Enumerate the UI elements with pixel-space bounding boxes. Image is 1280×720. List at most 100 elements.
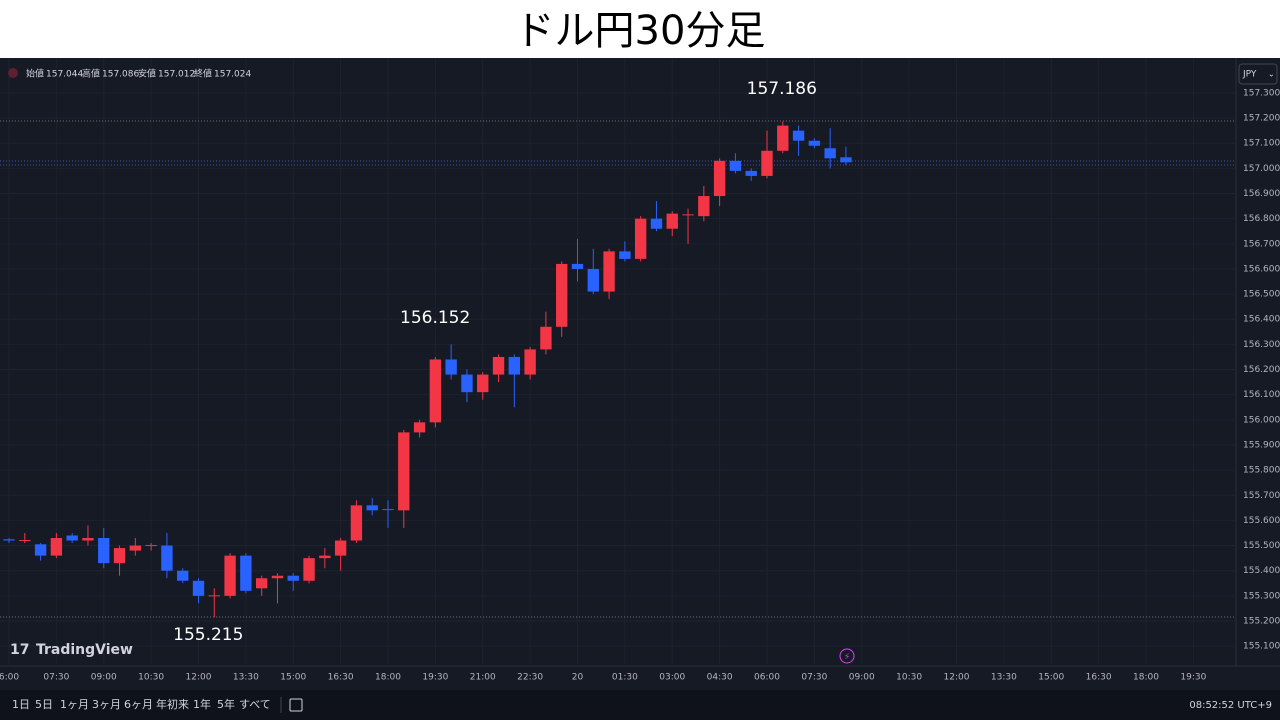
y-tick-label: 155.500 — [1243, 541, 1280, 551]
candle-body — [808, 140, 821, 146]
candle-body — [366, 505, 378, 511]
range-button[interactable]: 1年 — [193, 697, 211, 711]
candle-body — [19, 540, 31, 542]
x-tick-label: 04:30 — [707, 673, 733, 683]
x-tick-label: 15:00 — [1038, 673, 1064, 683]
candle-body — [161, 545, 173, 571]
y-tick-label: 157.200 — [1243, 114, 1280, 124]
open-label: 始値 — [26, 68, 44, 80]
title-band — [0, 0, 1280, 58]
annotation: 155.215 — [173, 625, 243, 645]
candle-body — [255, 578, 268, 589]
range-button[interactable]: 5日 — [35, 698, 53, 711]
x-tick-label: 09:00 — [91, 673, 117, 683]
candle-body — [177, 570, 189, 581]
candle-body — [840, 157, 852, 163]
candle-body — [82, 538, 94, 541]
candle-body — [240, 555, 252, 591]
x-tick-label: 01:30 — [612, 673, 638, 683]
chart-area — [0, 58, 1280, 690]
x-tick-label: 10:30 — [138, 673, 164, 683]
candle-body — [777, 125, 789, 151]
y-tick-label: 156.300 — [1243, 340, 1280, 350]
events-icon[interactable] — [839, 648, 855, 664]
y-tick-label: 156.200 — [1243, 365, 1280, 375]
x-tick-label: 12:00 — [944, 673, 970, 683]
candle-body — [429, 359, 442, 423]
range-button[interactable]: 1ヶ月 — [60, 698, 89, 711]
low-label: 安値 — [138, 68, 156, 80]
y-tick-label: 155.900 — [1243, 440, 1280, 450]
events-bolt[interactable]: ⚡ — [844, 653, 850, 663]
candle-body — [745, 170, 757, 176]
range-button[interactable]: 5年 — [217, 697, 235, 711]
candle-body — [413, 422, 426, 433]
y-tick-label: 157.000 — [1243, 164, 1280, 174]
candle-body — [508, 356, 521, 375]
candle-body — [556, 263, 568, 327]
candle-body — [713, 160, 726, 197]
candle-body — [192, 580, 205, 596]
high-label: 高値 — [82, 68, 100, 80]
candle-body — [698, 196, 710, 217]
logo-text: TradingView — [36, 642, 133, 658]
candle-body — [492, 356, 505, 375]
candle-body — [145, 545, 157, 547]
toolbar — [0, 690, 1280, 720]
range-button[interactable]: 1日 — [12, 698, 30, 711]
x-tick-label: 12:00 — [186, 673, 212, 683]
grid — [0, 58, 1236, 666]
candle-body — [50, 538, 63, 556]
x-tick-label: 13:30 — [233, 673, 259, 683]
dropdown-arrow[interactable]: ⌄ — [1268, 70, 1275, 79]
x-tick-label: 6:00 — [0, 673, 19, 683]
candle-body — [350, 505, 363, 541]
range-button[interactable]: すべて — [239, 698, 271, 711]
y-tick-label: 156.700 — [1243, 239, 1280, 249]
x-tick-label: 03:00 — [659, 673, 685, 683]
x-tick-label: 06:00 — [754, 673, 780, 683]
x-tick-label: 13:30 — [991, 673, 1017, 683]
x-tick-label: 19:30 — [422, 673, 448, 683]
candle-body — [34, 544, 47, 556]
branding: 17 TradingView — [10, 642, 133, 658]
clock: 08:52:52 UTC+9 — [1189, 700, 1272, 711]
y-tick-label: 156.100 — [1243, 390, 1280, 400]
candle-body — [540, 326, 552, 350]
close-value: 157.024 — [214, 70, 251, 80]
currency-dropdown[interactable] — [1238, 63, 1278, 85]
x-tick-label: 07:30 — [43, 673, 69, 683]
candle-body — [461, 374, 473, 393]
range-button[interactable]: 3ヶ月 — [92, 698, 121, 711]
candle-body — [319, 555, 331, 559]
candle-body — [666, 213, 678, 229]
x-tick-label: 19:30 — [1180, 673, 1206, 683]
range-buttons: 1日 5日 1ヶ月 3ヶ月 6ヶ月 年初来 1年 5年 すべて — [12, 697, 271, 711]
x-tick-label: 18:00 — [375, 673, 401, 683]
range-button[interactable]: 年初来 — [156, 697, 189, 711]
candle-body — [792, 130, 805, 141]
candle-body — [303, 558, 315, 581]
candle-body — [587, 268, 599, 292]
candle-body — [398, 432, 410, 511]
currency[interactable]: JPY — [1242, 70, 1257, 80]
x-tick-label: 22:30 — [517, 673, 543, 683]
y-tick-label: 156.500 — [1243, 290, 1280, 300]
range-button[interactable]: 6ヶ月 — [124, 698, 153, 711]
candle-body — [98, 538, 110, 564]
date-range-icon[interactable] — [289, 698, 303, 712]
x-tick-label: 16:30 — [1086, 673, 1112, 683]
candle-body — [113, 548, 126, 564]
y-tick-label: 155.400 — [1243, 566, 1280, 576]
x-tick-label: 15:00 — [280, 673, 306, 683]
y-tick-label: 155.300 — [1243, 591, 1280, 601]
candle-body — [287, 575, 299, 581]
candle-body — [524, 349, 536, 375]
ohlc-header: 始値 157.044 高値 157.086 安値 157.012 終値 157.… — [8, 68, 251, 80]
candle-body — [3, 539, 15, 541]
y-tick-label: 156.400 — [1243, 315, 1280, 325]
candle-body — [729, 160, 742, 171]
logo-mark: 17 — [10, 642, 29, 658]
x-tick-label: 09:00 — [849, 673, 875, 683]
high-value: 157.086 — [102, 70, 139, 80]
